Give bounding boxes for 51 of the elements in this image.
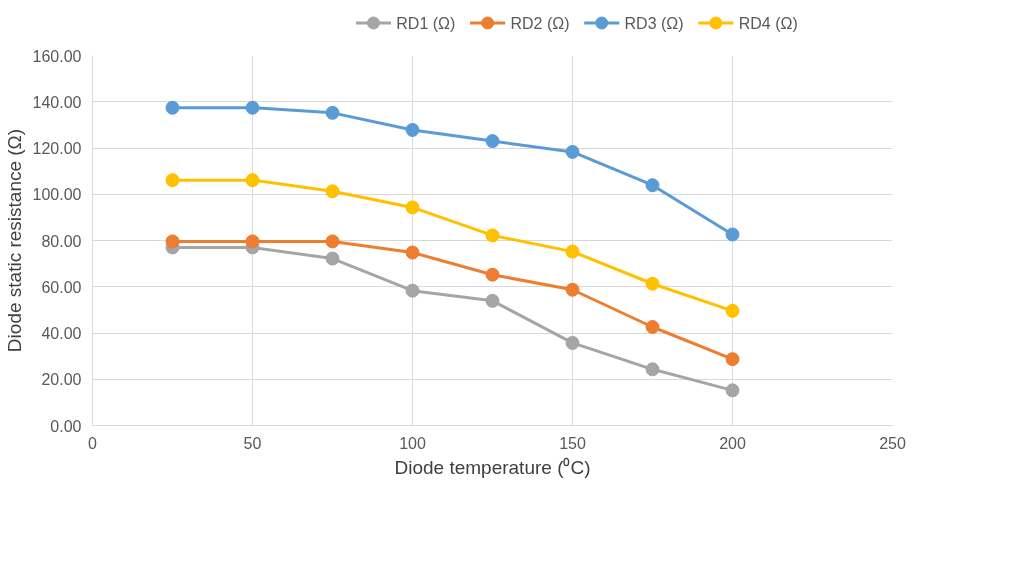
point	[725, 227, 740, 242]
point	[245, 173, 260, 188]
point	[565, 144, 580, 159]
y-tick-label: 40.00	[41, 325, 82, 342]
x-tick-label: 150	[559, 434, 586, 452]
point	[725, 383, 740, 398]
x-tick-label: 0	[88, 434, 98, 452]
point	[485, 293, 500, 308]
y-tick-label: 80.00	[41, 232, 82, 250]
point	[725, 303, 740, 318]
y-tick-label: 120.00	[32, 140, 82, 157]
point	[165, 100, 180, 115]
x-tick-label: 100	[399, 434, 426, 452]
point	[245, 234, 260, 249]
x-tick-label: 250	[879, 434, 906, 452]
point	[485, 267, 500, 282]
point	[325, 184, 340, 199]
point	[325, 105, 340, 120]
point	[565, 282, 580, 297]
point	[645, 276, 660, 291]
legend-label: RD2 (Ω)	[510, 14, 570, 32]
point	[565, 244, 580, 259]
point	[245, 100, 260, 115]
point	[325, 234, 340, 249]
y-tick-label: 20.00	[41, 371, 82, 389]
point	[165, 173, 180, 188]
point	[645, 320, 660, 334]
legend-label: RD3 (Ω)	[624, 14, 684, 32]
y-tick-label: 0.00	[50, 417, 82, 435]
point	[405, 122, 420, 137]
y-tick-label: 140.00	[32, 93, 82, 111]
legend-label: RD1 (Ω)	[396, 14, 456, 32]
point	[645, 362, 660, 377]
point	[725, 352, 740, 367]
point	[325, 251, 340, 266]
point	[405, 200, 420, 215]
point	[485, 228, 500, 243]
point	[565, 335, 580, 350]
point	[405, 245, 420, 260]
point	[485, 134, 500, 149]
y-axis-title: Diode static resistance (Ω)	[3, 128, 25, 353]
point	[165, 234, 180, 249]
y-tick-label: 160.00	[32, 47, 82, 65]
legend-label: RD4 (Ω)	[738, 14, 798, 32]
x-tick-label: 200	[719, 434, 746, 452]
x-tick-label: 50	[243, 434, 262, 452]
point	[645, 178, 660, 193]
x-axis-title: Diode temperature (⁰C)	[394, 456, 591, 478]
point	[405, 283, 420, 298]
y-tick-label: 100.00	[32, 186, 82, 204]
y-tick-label: 60.00	[41, 278, 82, 296]
